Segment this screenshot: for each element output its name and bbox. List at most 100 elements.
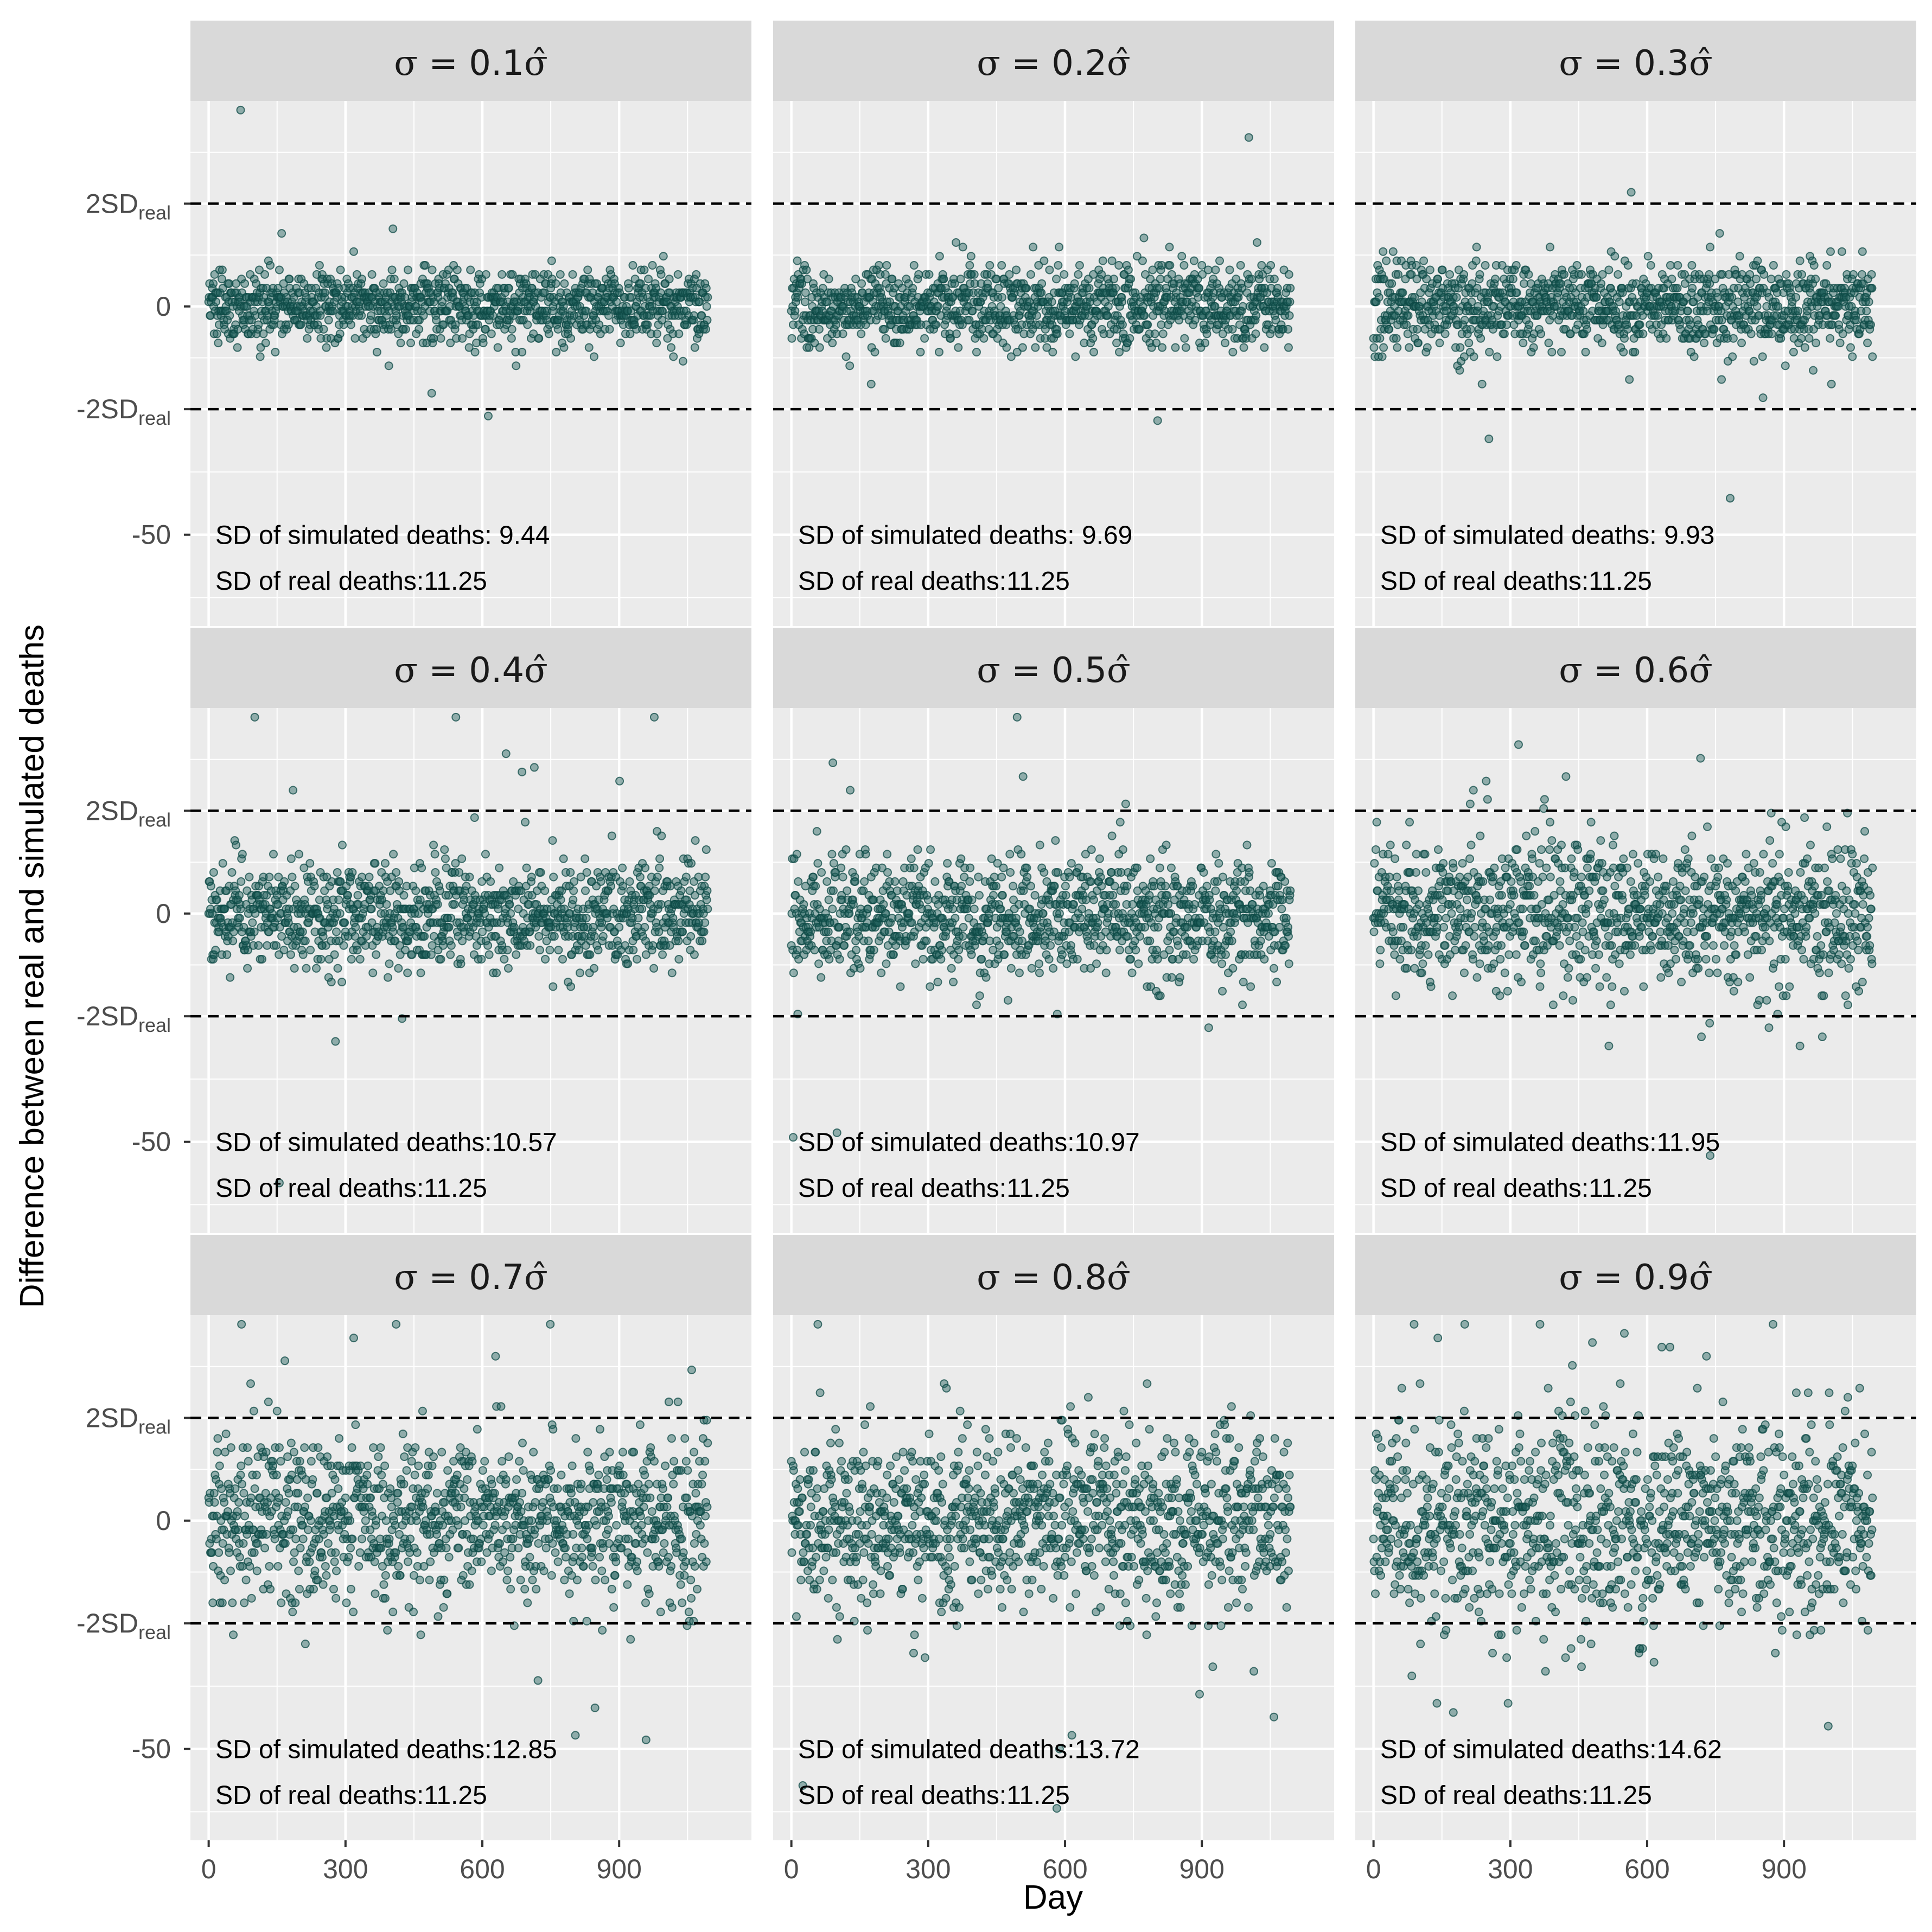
data-point	[1228, 324, 1237, 334]
data-point	[399, 279, 409, 288]
data-point	[556, 895, 565, 904]
data-point	[320, 288, 329, 297]
data-point	[981, 973, 991, 982]
data-point	[436, 334, 445, 343]
data-point	[1114, 261, 1124, 270]
data-point	[303, 316, 313, 325]
data-point	[530, 763, 539, 772]
data-point	[534, 334, 544, 343]
data-point	[589, 352, 598, 361]
data-point	[615, 923, 624, 932]
data-point	[549, 872, 558, 882]
data-point	[933, 978, 942, 987]
data-point	[250, 275, 259, 284]
data-point	[1284, 343, 1293, 352]
data-point	[372, 950, 381, 959]
data-point	[1459, 270, 1469, 279]
data-point	[1225, 265, 1234, 275]
data-point	[1118, 320, 1127, 329]
data-point	[1827, 379, 1836, 388]
data-point	[808, 872, 818, 882]
data-point	[932, 320, 941, 329]
data-point	[534, 932, 544, 941]
data-point	[1848, 270, 1858, 279]
data-point	[678, 927, 687, 936]
data-point	[343, 891, 353, 900]
data-point	[373, 307, 382, 316]
data-point	[1002, 343, 1011, 352]
data-point	[583, 265, 592, 275]
data-point	[1746, 329, 1756, 339]
data-point	[372, 347, 381, 356]
data-point	[814, 324, 824, 334]
data-point	[1138, 256, 1147, 265]
data-point	[545, 946, 554, 955]
data-point	[310, 882, 319, 891]
data-point	[1394, 270, 1403, 279]
strip-label-sigma-hat: σ̂	[1107, 43, 1131, 84]
data-point	[954, 946, 964, 955]
data-point	[667, 343, 676, 352]
data-point	[598, 932, 608, 941]
data-point	[793, 256, 802, 265]
data-point	[815, 343, 824, 352]
data-point	[875, 261, 884, 270]
data-point	[380, 288, 389, 297]
data-point	[367, 904, 376, 914]
data-point	[1251, 329, 1260, 339]
data-point	[1776, 334, 1786, 343]
data-point	[1868, 352, 1877, 361]
data-point	[382, 900, 391, 909]
data-point	[430, 850, 439, 859]
data-point	[1158, 343, 1167, 352]
data-point	[835, 954, 844, 964]
data-point	[790, 307, 800, 316]
data-point	[1054, 261, 1063, 270]
data-point	[851, 877, 860, 886]
data-point	[550, 932, 559, 941]
data-point	[429, 840, 438, 850]
data-point	[420, 261, 430, 270]
data-point	[303, 334, 312, 343]
data-point	[1544, 339, 1553, 348]
data-point	[1491, 275, 1500, 284]
data-point	[1604, 265, 1614, 275]
sd-real-annotation: SD of real deaths:11.25	[215, 1174, 487, 1203]
data-point	[234, 891, 244, 900]
data-point	[312, 964, 321, 973]
data-point	[1826, 247, 1835, 256]
data-point	[1512, 288, 1521, 297]
facet-panel-4: σ = 0.4σ̂SD of simulated deaths:10.57SD …	[190, 628, 751, 1233]
data-point	[1171, 343, 1180, 352]
data-point	[1812, 339, 1821, 348]
data-point	[358, 275, 367, 284]
data-point	[700, 918, 710, 927]
data-point	[1769, 261, 1778, 270]
data-point	[319, 324, 328, 334]
data-point	[235, 914, 244, 923]
sd-real-annotation: SD of real deaths:11.25	[215, 567, 487, 596]
data-point	[907, 854, 916, 863]
data-point	[665, 275, 674, 284]
data-point	[1611, 307, 1621, 316]
facet-panel-5: σ = 0.5σ̂SD of simulated deaths:10.97SD …	[773, 628, 1334, 1233]
data-point	[401, 324, 410, 334]
data-point	[458, 936, 467, 946]
data-point	[1481, 261, 1490, 270]
data-point	[883, 868, 892, 877]
data-point	[1177, 252, 1187, 261]
data-point	[348, 868, 357, 877]
facet-strip-label: σ = 0.5σ̂	[977, 651, 1130, 691]
data-point	[336, 265, 345, 275]
data-point	[594, 946, 603, 955]
data-point	[334, 334, 343, 343]
data-point	[656, 270, 666, 279]
data-point	[1109, 275, 1118, 284]
data-point	[812, 827, 821, 836]
data-point	[518, 347, 527, 356]
data-point	[1791, 292, 1801, 302]
data-point	[1797, 334, 1806, 343]
data-point	[999, 863, 1008, 872]
data-point	[970, 270, 979, 279]
data-point	[390, 275, 399, 284]
